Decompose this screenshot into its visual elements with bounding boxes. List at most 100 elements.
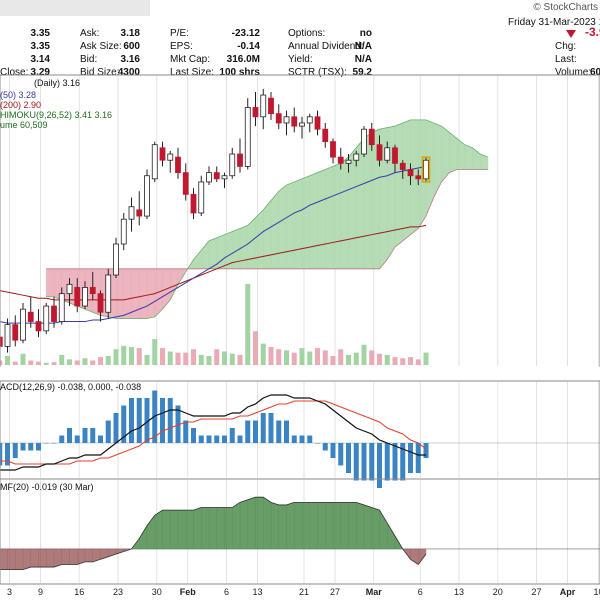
- macd-histogram-bar: [361, 443, 367, 481]
- down-arrow-icon: [566, 30, 576, 38]
- legend-macd: ACD(12,26,9) -0.038, 0.000, -0.038: [0, 382, 141, 392]
- candle-body: [20, 308, 26, 341]
- header-row-3-value-2: 3.16: [120, 54, 140, 65]
- ichimoku-cloud: [46, 119, 489, 319]
- candle-body: [299, 122, 305, 127]
- x-tick-label-bottom: Mar: [366, 587, 383, 597]
- header-row-3-value-3: 316.0M: [226, 54, 260, 65]
- macd-histogram-bar: [392, 443, 398, 481]
- candle-body: [58, 293, 65, 322]
- candle-body: [399, 162, 406, 170]
- volume-bar: [98, 357, 103, 365]
- candle-body: [353, 153, 360, 161]
- cmf-area-segment: [255, 496, 264, 550]
- x-tick-label-bottom: 27: [531, 587, 541, 597]
- cloud-segment: [123, 268, 132, 319]
- macd-pane-frame: [0, 380, 600, 480]
- volume-bar: [113, 349, 119, 365]
- volume-bar: [206, 356, 212, 365]
- header-row-3-label-4: Yield:: [288, 54, 313, 65]
- cmf-panel: [0, 496, 600, 571]
- macd-histogram-bar: [129, 398, 134, 443]
- cmf-area-segment: [270, 502, 279, 550]
- macd-histogram-bar: [338, 443, 344, 466]
- candle-body: [113, 243, 119, 276]
- cloud-segment: [340, 156, 349, 270]
- x-tick-label-bottom: 3: [7, 587, 12, 597]
- cmf-area-segment: [418, 548, 427, 566]
- macd-histogram-bar: [160, 398, 165, 443]
- last-candle-highlight: [421, 156, 431, 183]
- volume-bar: [338, 349, 344, 365]
- x-tick-label-bottom: 23: [113, 587, 123, 597]
- volume-bar: [175, 352, 181, 365]
- macd-histogram-bar: [299, 435, 305, 443]
- header-row-2-value-3: -0.14: [237, 41, 260, 52]
- macd-histogram-bar: [20, 443, 26, 451]
- macd-histogram-bar: [400, 443, 406, 481]
- cmf-area-segment: [216, 507, 225, 550]
- macd-histogram-bar: [384, 443, 390, 481]
- macd-histogram-bar: [36, 443, 41, 451]
- cmf-area-segment: [53, 548, 62, 568]
- cloud-segment: [309, 172, 318, 270]
- candle-body: [322, 128, 329, 143]
- volume-bar: [191, 349, 196, 365]
- chg-label: Chg:: [555, 41, 577, 52]
- candle-body: [35, 321, 42, 332]
- header-row-1-label-3: P/E:: [170, 28, 189, 39]
- x-tick-label-bottom: 27: [330, 587, 340, 597]
- volume-bar: [307, 351, 313, 365]
- cloud-segment: [449, 131, 458, 174]
- cmf-area-segment: [387, 522, 396, 550]
- candle-body: [345, 159, 352, 164]
- legend-ma200: (200) 2.90: [0, 100, 41, 110]
- macd-histogram-bar: [136, 398, 142, 443]
- candle-body: [229, 153, 236, 177]
- cmf-area-segment: [371, 507, 380, 550]
- volume-bar: [152, 339, 158, 365]
- candle-body: [407, 169, 414, 177]
- cloud-segment: [294, 178, 303, 270]
- volume-bar: [229, 353, 235, 365]
- header-row-2-label-4: Annual Dividend:: [288, 41, 364, 52]
- volume-bar: [377, 353, 382, 365]
- cmf-area-segment: [340, 502, 349, 550]
- cloud-segment: [278, 184, 287, 270]
- header-row-1-value-2: 3.18: [120, 28, 140, 39]
- cloud-span-b: [46, 169, 488, 270]
- header-row-1-label-4: Options:: [288, 28, 326, 39]
- candle-body: [182, 172, 189, 195]
- cloud-segment: [301, 175, 310, 270]
- cmf-area-segment: [69, 548, 78, 565]
- cmf-area-segment: [38, 548, 47, 568]
- volume-bar: [144, 354, 150, 365]
- macd-histogram-bar: [377, 443, 382, 488]
- x-tick-label-bottom: 6: [224, 587, 229, 597]
- volume-bar: [260, 343, 266, 365]
- cmf-area-segment: [278, 504, 287, 550]
- cloud-segment: [433, 122, 442, 198]
- cmf-area-segment: [201, 507, 210, 550]
- candle-body: [27, 311, 34, 322]
- macd-histogram-bar: [245, 420, 251, 443]
- macd-histogram-bar: [206, 435, 212, 443]
- cloud-segment: [46, 268, 55, 297]
- candle-body: [252, 107, 259, 118]
- candle-body: [291, 116, 298, 127]
- cmf-area-segment: [363, 504, 372, 550]
- cmf-area-segment: [208, 507, 217, 550]
- top-bar-tab: [0, 0, 150, 16]
- x-tick-label-bottom: 9: [38, 587, 43, 597]
- macd-histogram-bar: [346, 443, 351, 473]
- candle-body: [392, 147, 398, 164]
- macd-signal-line: [0, 400, 427, 465]
- date-text: Friday 31-Mar-2023 1:: [508, 17, 600, 28]
- macd-line: [0, 394, 426, 471]
- volume-bar: [43, 362, 49, 365]
- volume-bar: [67, 359, 72, 365]
- cmf-area-segment: [46, 548, 55, 568]
- cloud-segment: [263, 199, 272, 270]
- macd-histogram-bar: [229, 428, 235, 443]
- volume-bar: [245, 284, 251, 365]
